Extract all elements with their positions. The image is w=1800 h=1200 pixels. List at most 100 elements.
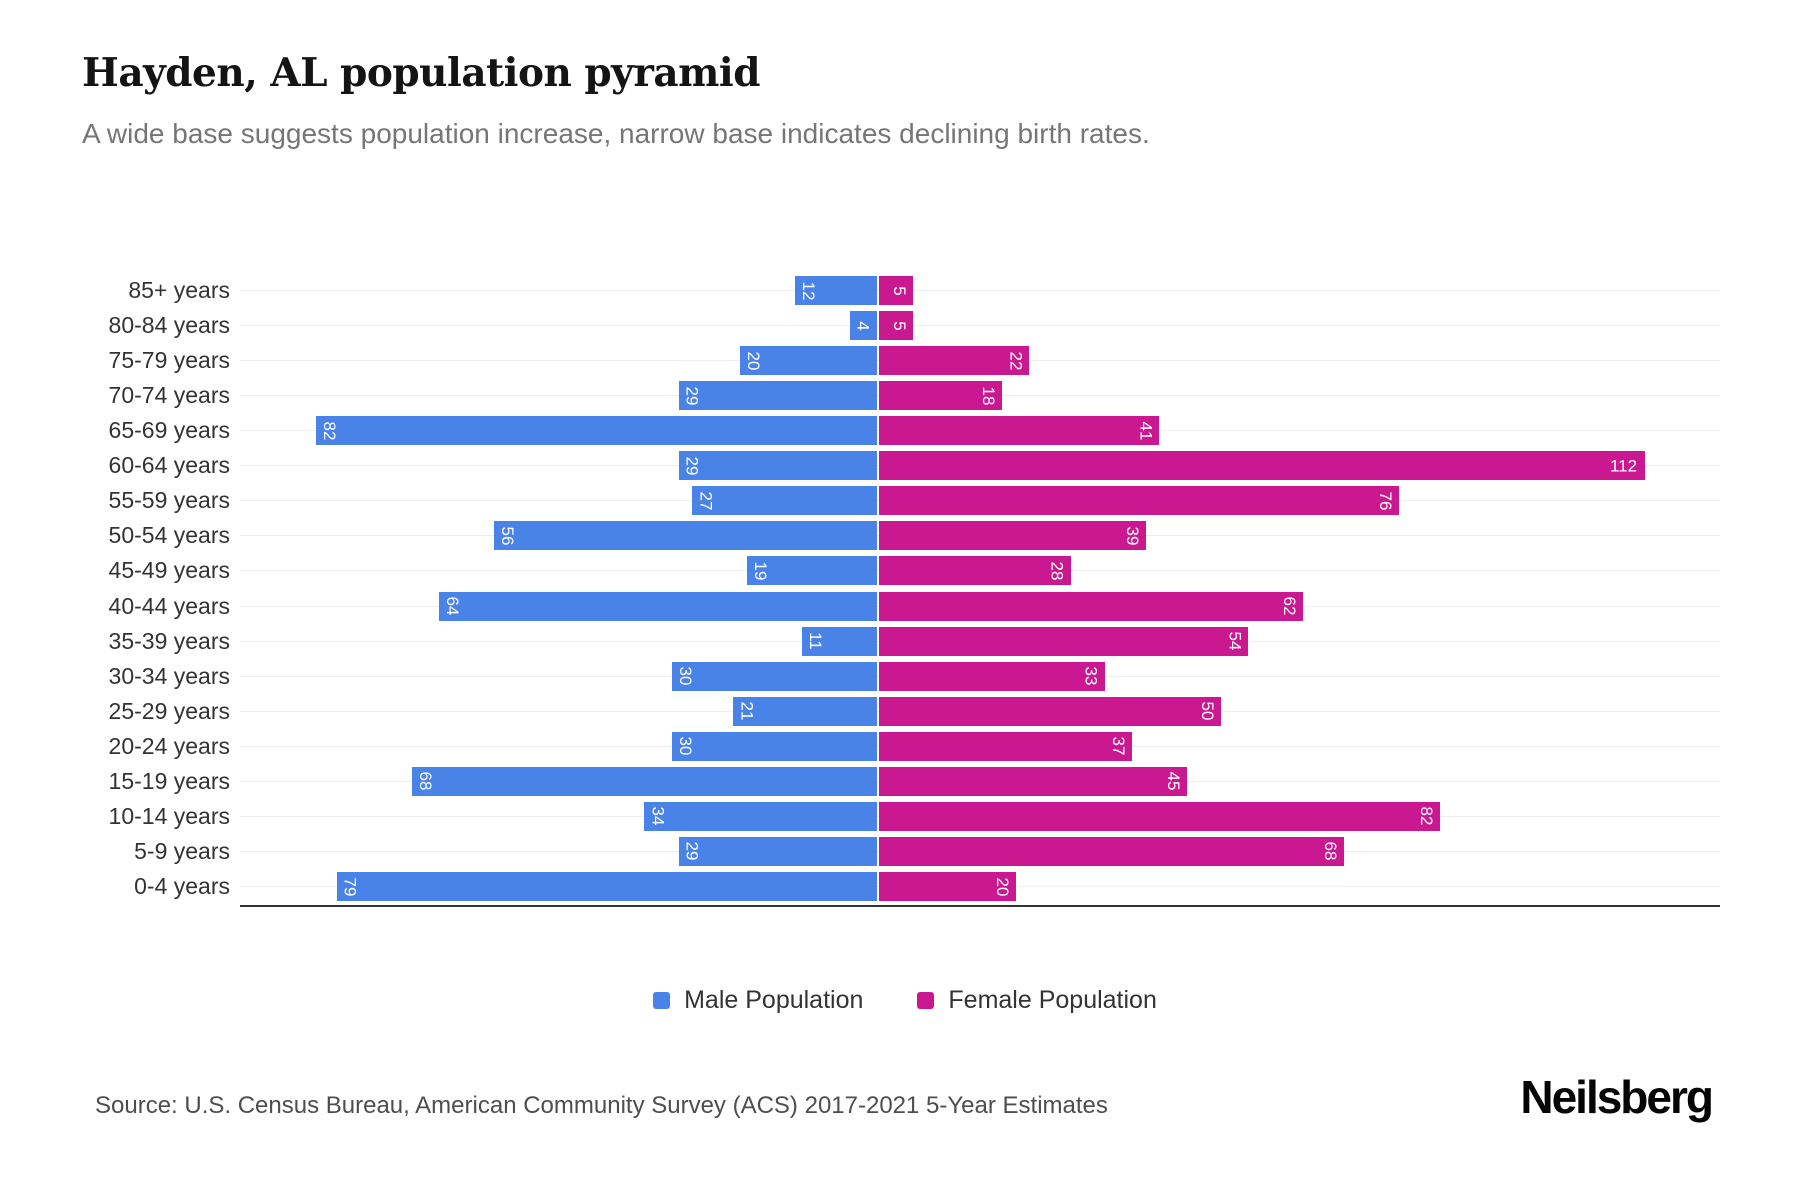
plot-area: 30 33 [240, 659, 1720, 694]
gridline [240, 325, 1720, 327]
pyramid-row: 75-79 years 20 22 [90, 343, 1720, 378]
female-bar: 28 [879, 556, 1071, 586]
female-bar: 54 [879, 626, 1249, 656]
bar-value-label: 76 [1375, 491, 1395, 511]
pyramid-row: 70-74 years 29 18 [90, 378, 1720, 413]
bar-value-label: 27 [696, 491, 716, 511]
plot-area: 29 112 [240, 448, 1720, 483]
male-bar: 30 [671, 731, 877, 761]
bar-value-label: 64 [443, 596, 463, 616]
plot-area: 29 18 [240, 378, 1720, 413]
female-bar: 18 [879, 381, 1003, 411]
legend-item-female[interactable]: Female Population [917, 986, 1157, 1015]
bar-value-label: 39 [1122, 526, 1142, 546]
bar-value-label: 5 [890, 320, 910, 331]
plot-area: 29 68 [240, 834, 1720, 869]
y-axis-label: 80-84 years [108, 312, 230, 339]
male-bar: 68 [411, 766, 877, 796]
female-bar: 62 [879, 591, 1304, 621]
y-axis-label: 0-4 years [134, 873, 230, 900]
y-axis-label: 5-9 years [134, 837, 230, 864]
y-axis-label: 10-14 years [108, 802, 230, 829]
bar-value-label: 4 [853, 320, 873, 331]
legend-item-male[interactable]: Male Population [653, 986, 863, 1015]
female-bar: 22 [879, 346, 1030, 376]
y-axis-label: 65-69 years [108, 417, 230, 444]
bar-value-label: 50 [1198, 701, 1217, 721]
plot-area: 64 62 [240, 589, 1720, 624]
plot-area: 79 20 [240, 869, 1720, 904]
male-bar: 12 [794, 276, 877, 305]
bar-value-label: 29 [682, 456, 702, 476]
bar-value-label: 82 [1416, 806, 1436, 826]
chart-title: Hayden, AL population pyramid [82, 50, 761, 96]
bar-value-label: 79 [340, 877, 360, 896]
male-bar: 29 [678, 381, 877, 411]
pyramid-row: 65-69 years 82 41 [90, 413, 1720, 448]
pyramid-row: 30-34 years 30 33 [90, 659, 1720, 694]
plot-area: 82 41 [240, 413, 1720, 448]
y-axis-label: 85+ years [128, 277, 230, 303]
legend-label-male: Male Population [684, 986, 864, 1014]
pyramid-row: 20-24 years 30 37 [90, 729, 1720, 764]
male-bar: 20 [740, 346, 877, 376]
bar-value-label: 29 [682, 841, 702, 861]
male-bar: 30 [671, 661, 877, 691]
bar-value-label: 5 [890, 285, 910, 296]
female-bar: 37 [879, 731, 1133, 761]
bar-value-label: 20 [744, 351, 764, 371]
female-bar: 5 [879, 311, 914, 341]
male-bar: 34 [644, 801, 877, 831]
y-axis-label: 35-39 years [108, 627, 230, 654]
y-axis-label: 75-79 years [108, 347, 230, 374]
male-bar: 19 [747, 556, 877, 586]
pyramid-row: 85+ years 12 5 [90, 273, 1720, 308]
y-axis-label: 70-74 years [108, 382, 230, 409]
female-legend-swatch-icon [917, 992, 935, 1009]
bar-value-label: 19 [751, 561, 771, 581]
gridline [240, 290, 1720, 291]
bar-value-label: 82 [320, 421, 340, 441]
female-bar: 20 [879, 872, 1016, 902]
chart-subtitle: A wide base suggests population increase… [82, 118, 1150, 149]
bar-value-label: 28 [1047, 561, 1067, 581]
y-axis-label: 30-34 years [108, 662, 230, 689]
bar-value-label: 22 [1006, 351, 1026, 371]
female-bar: 76 [879, 486, 1399, 516]
bar-value-label: 21 [737, 701, 757, 721]
plot-area: 21 50 [240, 694, 1720, 729]
plot-area: 27 76 [240, 483, 1720, 518]
y-axis-label: 45-49 years [108, 557, 230, 584]
y-axis-label: 20-24 years [108, 732, 230, 759]
bar-value-label: 37 [1109, 736, 1129, 756]
plot-area: 11 54 [240, 624, 1720, 659]
female-bar: 50 [879, 696, 1221, 726]
bar-value-label: 56 [497, 526, 517, 546]
pyramid-row: 40-44 years 64 62 [90, 589, 1720, 624]
y-axis-label: 40-44 years [108, 592, 230, 619]
male-bar: 21 [733, 696, 877, 726]
pyramid-row: 10-14 years 34 82 [90, 799, 1720, 834]
bar-value-label: 33 [1081, 666, 1101, 686]
male-bar: 64 [439, 591, 877, 621]
bar-value-label: 45 [1163, 771, 1183, 791]
bar-value-label: 112 [1609, 456, 1638, 476]
brand-logo: Neilsberg [1520, 1071, 1714, 1123]
y-axis-label: 25-29 years [108, 697, 230, 724]
bar-value-label: 12 [798, 281, 818, 300]
pyramid-row: 5-9 years 29 68 [90, 834, 1720, 869]
plot-area: 19 28 [240, 553, 1720, 588]
pyramid-row: 55-59 years 27 76 [90, 483, 1720, 518]
y-axis-label: 15-19 years [108, 767, 230, 794]
pyramid-row: 25-29 years 21 50 [90, 694, 1720, 729]
bar-value-label: 30 [675, 666, 695, 686]
legend-label-female: Female Population [948, 986, 1157, 1014]
bar-value-label: 30 [675, 736, 695, 756]
plot-area: 68 45 [240, 764, 1720, 799]
female-bar: 5 [879, 276, 914, 305]
plot-area: 12 5 [240, 273, 1720, 308]
male-bar: 11 [801, 626, 877, 656]
plot-area: 56 39 [240, 518, 1720, 553]
male-bar: 56 [493, 521, 877, 551]
